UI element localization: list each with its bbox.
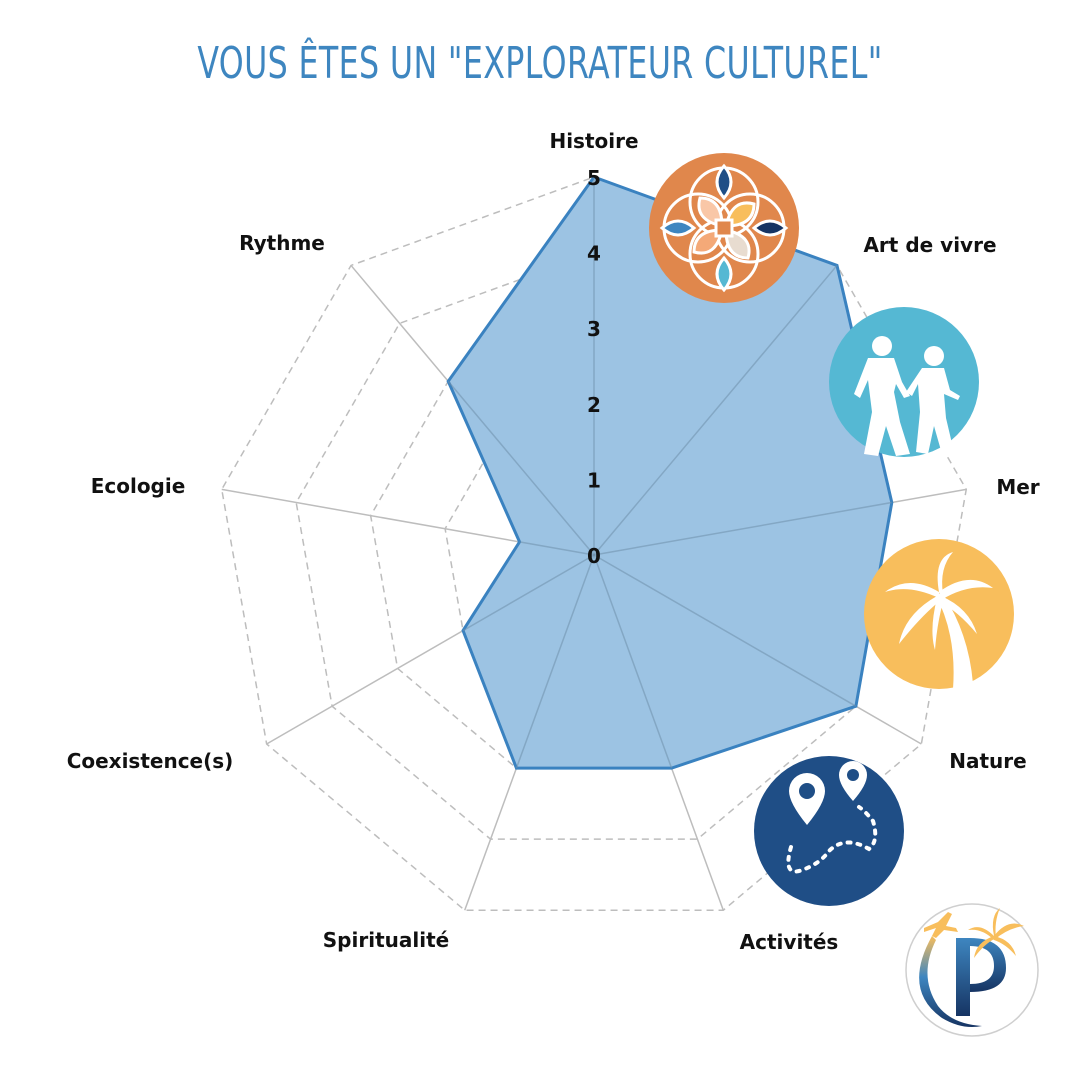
tick-label: 2 — [587, 393, 601, 417]
brand-logo — [905, 903, 1039, 1037]
palm-tree-icon — [864, 539, 1014, 689]
tick-label: 1 — [587, 468, 601, 492]
tick-label: 3 — [587, 317, 601, 341]
axis-label: Ecologie — [91, 474, 186, 498]
radial-tick-labels: 0 1 2 3 4 5 — [587, 166, 601, 568]
page-title: VOUS ÊTES UN "EXPLORATEUR CULTUREL" — [197, 38, 883, 89]
axis-label: Histoire — [549, 129, 638, 153]
tick-label: 4 — [587, 242, 601, 266]
axis-label: Activités — [740, 930, 839, 954]
axis-label: Spiritualité — [323, 928, 449, 952]
axis-label: Coexistence(s) — [67, 749, 234, 773]
walkers-icon — [829, 307, 979, 457]
axis-label: Art de vivre — [863, 233, 996, 257]
culture-rosette-icon — [649, 153, 799, 303]
radar-spokes-overlay — [447, 177, 892, 769]
tick-label: 0 — [587, 544, 601, 568]
axis-label: Nature — [949, 749, 1026, 773]
tick-label: 5 — [587, 166, 601, 190]
map-route-icon — [754, 756, 904, 906]
axis-label: Mer — [996, 475, 1039, 499]
axis-label: Rythme — [239, 231, 325, 255]
axis-labels: Histoire Art de vivre Mer Nature Activités Sp… — [67, 129, 1040, 954]
grid-ring — [295, 251, 893, 840]
